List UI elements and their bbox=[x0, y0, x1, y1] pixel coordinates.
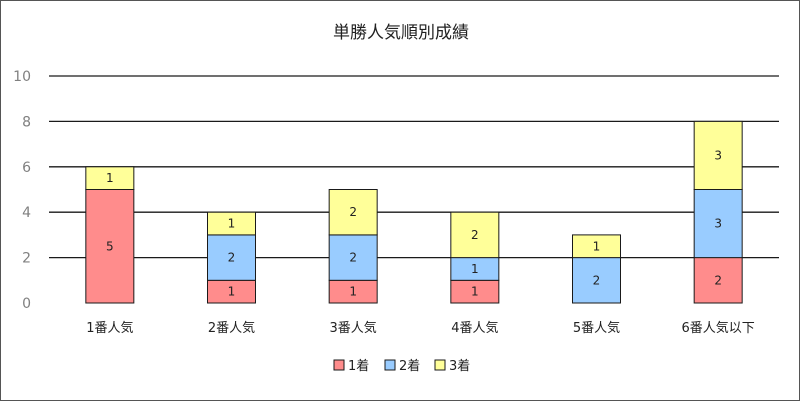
bar-segment bbox=[207, 211, 256, 236]
data-label: 1 bbox=[593, 239, 601, 253]
legend-label: 1着 bbox=[348, 358, 369, 374]
x-tick-label: 4番人気 bbox=[451, 320, 498, 336]
data-label: 2 bbox=[471, 228, 479, 242]
legend-swatch bbox=[384, 359, 396, 371]
data-label: 2 bbox=[714, 273, 722, 287]
y-tick-label: 0 bbox=[22, 296, 31, 312]
x-tick-label: 6番人気以下 bbox=[682, 320, 755, 336]
y-tick-label: 8 bbox=[22, 114, 31, 130]
x-tick-label: 3番人気 bbox=[330, 320, 377, 336]
data-label: 1 bbox=[228, 285, 236, 299]
data-label: 1 bbox=[349, 285, 357, 299]
bar-layer: 5 1 1 2 1 1 2 2 1 1 2 2 1 2 3 3 bbox=[85, 120, 743, 304]
x-tick-label: 1番人気 bbox=[86, 320, 133, 336]
data-label: 1 bbox=[106, 171, 114, 185]
data-label: 5 bbox=[106, 239, 114, 253]
data-label: 3 bbox=[714, 148, 722, 162]
y-tick-label: 4 bbox=[22, 205, 31, 221]
bar-segment bbox=[328, 234, 378, 281]
grid-layer bbox=[49, 75, 779, 259]
x-tick-label: 5番人気 bbox=[573, 320, 620, 336]
y-tick-label: 6 bbox=[22, 160, 31, 176]
y-tick-label: 2 bbox=[22, 251, 31, 267]
data-label: 3 bbox=[714, 217, 722, 231]
bar-segment bbox=[572, 234, 621, 259]
data-label: 2 bbox=[349, 205, 357, 219]
bar-segment bbox=[85, 166, 135, 191]
axis-layer: 0 2 4 6 8 10 1番人気 2番人気 3番人気 4番人気 5番人気 6番人気以下 bbox=[13, 69, 755, 336]
data-label: 1 bbox=[471, 285, 479, 299]
data-label: 1 bbox=[471, 262, 479, 276]
legend-swatch bbox=[333, 359, 345, 371]
data-label: 1 bbox=[228, 217, 236, 231]
bar-segment bbox=[328, 189, 378, 236]
legend: 1着 2着 3着 bbox=[333, 358, 470, 374]
legend-label: 3着 bbox=[449, 358, 470, 374]
y-tick-label: 10 bbox=[13, 69, 31, 85]
data-label: 2 bbox=[349, 251, 357, 265]
bar-segment bbox=[693, 120, 743, 190]
x-tick-label: 2番人気 bbox=[208, 320, 255, 336]
bar-segment bbox=[85, 189, 135, 304]
data-label: 2 bbox=[593, 273, 601, 287]
chart-title: 単勝人気順別成績 bbox=[333, 23, 469, 43]
legend-label: 2着 bbox=[399, 358, 420, 374]
data-label: 2 bbox=[228, 251, 236, 265]
bar-segment bbox=[450, 211, 500, 259]
legend-swatch bbox=[434, 359, 446, 371]
